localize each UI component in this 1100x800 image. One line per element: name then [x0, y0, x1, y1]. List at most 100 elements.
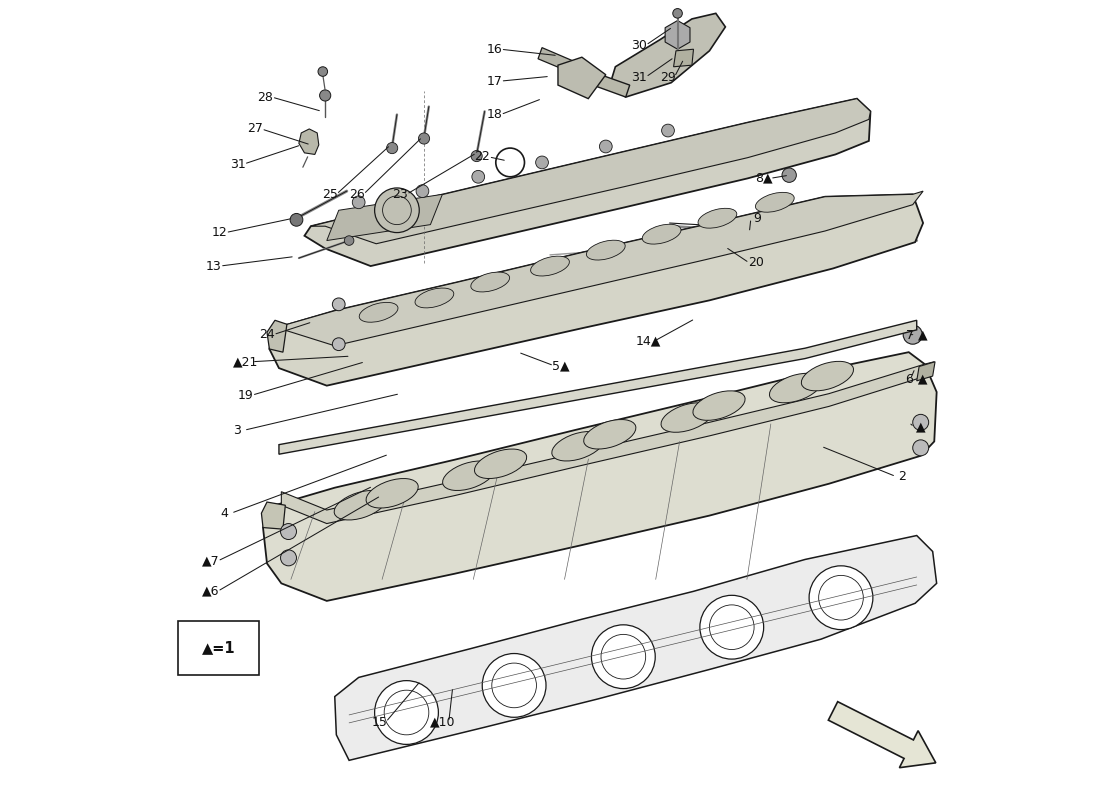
Text: 23: 23	[393, 188, 408, 201]
Text: 31: 31	[631, 70, 647, 84]
Circle shape	[913, 414, 928, 430]
Circle shape	[318, 66, 328, 76]
Text: ▲: ▲	[916, 421, 925, 434]
Ellipse shape	[756, 192, 794, 212]
Polygon shape	[305, 98, 870, 266]
Text: 20: 20	[748, 256, 763, 270]
Ellipse shape	[360, 302, 398, 322]
Text: 4: 4	[221, 506, 229, 520]
Polygon shape	[263, 352, 937, 601]
Ellipse shape	[552, 431, 604, 461]
Text: ▲7: ▲7	[202, 554, 220, 567]
Ellipse shape	[366, 478, 418, 508]
Text: 19: 19	[238, 389, 253, 402]
Polygon shape	[279, 320, 916, 454]
Circle shape	[375, 681, 439, 744]
Circle shape	[600, 140, 613, 153]
Text: 7 ▲: 7 ▲	[906, 328, 927, 341]
Text: 6 ▲: 6 ▲	[906, 373, 927, 386]
Ellipse shape	[474, 449, 527, 478]
Polygon shape	[916, 362, 935, 381]
Text: 17: 17	[486, 74, 502, 88]
Polygon shape	[673, 50, 693, 66]
Text: 18: 18	[486, 108, 502, 121]
Polygon shape	[299, 129, 319, 154]
Circle shape	[352, 196, 365, 209]
Circle shape	[375, 188, 419, 233]
Polygon shape	[334, 535, 937, 760]
Circle shape	[416, 185, 429, 198]
Circle shape	[536, 156, 549, 169]
FancyBboxPatch shape	[178, 621, 258, 675]
Text: 2: 2	[899, 470, 906, 483]
Text: ▲6: ▲6	[202, 585, 220, 598]
Text: 9: 9	[754, 212, 761, 225]
Text: ▲10: ▲10	[430, 715, 455, 729]
Text: 16: 16	[486, 42, 502, 56]
Polygon shape	[558, 57, 606, 98]
Ellipse shape	[530, 256, 570, 276]
Ellipse shape	[642, 224, 681, 244]
Polygon shape	[327, 194, 442, 241]
Ellipse shape	[802, 362, 854, 391]
Circle shape	[280, 523, 297, 539]
Ellipse shape	[471, 272, 509, 292]
Text: 14▲: 14▲	[636, 334, 661, 347]
Ellipse shape	[698, 208, 737, 228]
Text: 15: 15	[372, 715, 387, 729]
Ellipse shape	[693, 391, 745, 420]
Circle shape	[418, 133, 430, 144]
Polygon shape	[666, 21, 690, 50]
Circle shape	[913, 440, 928, 456]
Circle shape	[332, 298, 345, 310]
Circle shape	[482, 654, 546, 718]
Text: 5▲: 5▲	[551, 359, 569, 372]
Ellipse shape	[586, 240, 625, 260]
Text: 28: 28	[257, 90, 273, 103]
Text: 3: 3	[233, 424, 241, 437]
Polygon shape	[262, 502, 285, 529]
Text: 30: 30	[631, 38, 647, 52]
Text: ▲21: ▲21	[233, 355, 258, 368]
Ellipse shape	[770, 374, 822, 402]
Circle shape	[782, 168, 796, 182]
Ellipse shape	[442, 461, 495, 490]
Polygon shape	[564, 63, 629, 97]
Circle shape	[673, 9, 682, 18]
Circle shape	[280, 550, 297, 566]
Ellipse shape	[415, 288, 454, 308]
Circle shape	[700, 595, 763, 659]
Text: 8▲: 8▲	[755, 172, 772, 185]
Text: 31: 31	[230, 158, 245, 170]
Text: 27: 27	[248, 122, 263, 135]
Polygon shape	[267, 320, 287, 352]
Circle shape	[290, 214, 303, 226]
Circle shape	[344, 236, 354, 246]
Circle shape	[661, 124, 674, 137]
Text: 13: 13	[206, 259, 221, 273]
Ellipse shape	[661, 402, 713, 432]
Text: 26: 26	[349, 188, 365, 201]
Text: 29: 29	[660, 70, 675, 84]
Ellipse shape	[334, 490, 386, 520]
Circle shape	[471, 150, 482, 162]
Ellipse shape	[584, 419, 636, 449]
Circle shape	[592, 625, 656, 689]
Circle shape	[472, 170, 485, 183]
Circle shape	[332, 338, 345, 350]
Polygon shape	[538, 48, 575, 73]
Polygon shape	[609, 14, 725, 97]
Text: 12: 12	[211, 226, 227, 239]
FancyArrow shape	[828, 702, 936, 768]
Text: 22: 22	[474, 150, 491, 163]
Text: ▲=1: ▲=1	[201, 641, 235, 655]
Polygon shape	[282, 362, 934, 523]
Circle shape	[320, 90, 331, 101]
Polygon shape	[311, 98, 870, 244]
Circle shape	[810, 566, 873, 630]
Polygon shape	[279, 191, 923, 346]
Circle shape	[386, 142, 398, 154]
Circle shape	[903, 325, 922, 344]
Text: 24: 24	[260, 328, 275, 341]
Polygon shape	[270, 194, 923, 386]
